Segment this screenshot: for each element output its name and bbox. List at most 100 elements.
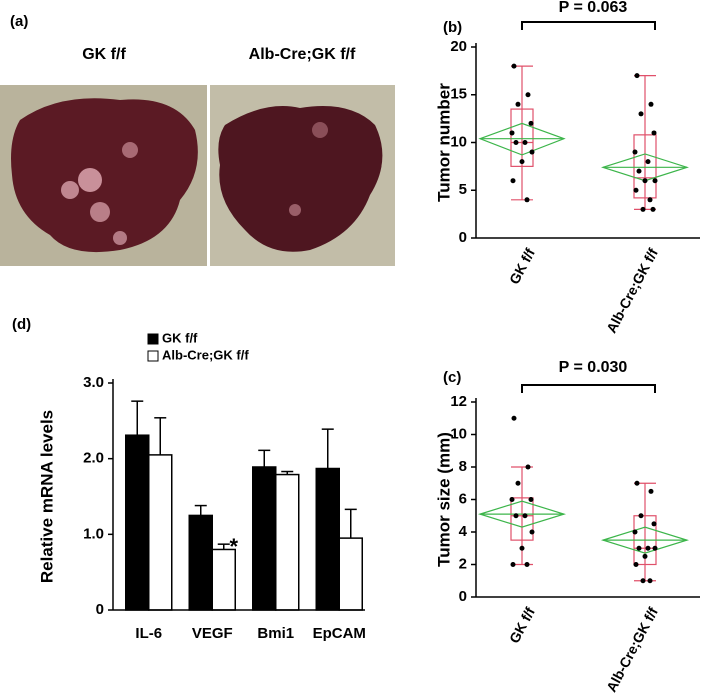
significance-bracket [521, 384, 656, 393]
panel-label: (d) [12, 316, 31, 333]
legend-swatch [147, 350, 159, 362]
data-point [513, 140, 519, 145]
data-point [525, 92, 531, 98]
data-point [529, 149, 535, 155]
data-point [636, 545, 642, 551]
data-point [652, 178, 658, 184]
x-tick-label: Alb-Cre;GK f/f [603, 245, 661, 335]
significance-bracket [521, 21, 656, 30]
y-tick-label: 10 [450, 133, 467, 150]
y-tick-label: 4 [459, 523, 468, 540]
panel-label: (a) [10, 13, 28, 30]
legend-label: GK f/f [162, 330, 198, 345]
box [510, 497, 534, 541]
bar [252, 466, 277, 611]
y-tick-label: 8 [459, 458, 467, 475]
data-point [647, 578, 653, 584]
data-point [515, 480, 521, 486]
y-tick-label: 2 [459, 555, 467, 572]
data-point [528, 120, 534, 126]
data-point [528, 497, 534, 502]
data-point [651, 521, 657, 527]
p-value: P = 0.030 [559, 359, 628, 376]
y-tick-label: 2.0 [83, 450, 104, 467]
data-point [510, 562, 516, 567]
data-point [509, 130, 515, 136]
x-tick-label: Alb-Cre;GK f/f [603, 604, 661, 694]
x-tick-label: Bmi1 [257, 625, 294, 642]
y-tick-label: 10 [450, 425, 467, 442]
data-point [640, 206, 646, 212]
x-tick-label: GK f/f [506, 604, 538, 645]
data-point [522, 513, 528, 519]
data-point [515, 101, 521, 107]
box [510, 108, 534, 167]
data-point [648, 101, 654, 107]
data-point [519, 545, 525, 551]
data-point [519, 159, 525, 165]
data-point [632, 529, 638, 535]
y-tick-label: 0 [459, 229, 467, 246]
data-point [510, 178, 516, 184]
legend-label: Alb-Cre;GK f/f [162, 347, 249, 362]
y-tick-label: 0 [459, 588, 467, 605]
bar [315, 467, 340, 611]
data-point [640, 578, 646, 584]
y-tick-label: 1.0 [83, 525, 104, 542]
box [633, 134, 657, 199]
data-point [636, 168, 642, 174]
bar [275, 473, 300, 611]
y-tick-label: 3.0 [83, 374, 104, 391]
photo-left [0, 85, 207, 266]
photo-right [210, 85, 395, 266]
y-tick-label: 6 [459, 490, 467, 507]
data-point [638, 111, 644, 117]
data-point [529, 529, 535, 535]
data-point [511, 63, 517, 69]
y-tick-label: 15 [450, 86, 467, 103]
x-tick-label: GK f/f [506, 245, 538, 286]
panel-label: (b) [443, 19, 462, 36]
photo-caption: Alb-Cre;GK f/f [249, 46, 356, 63]
data-point [645, 545, 651, 551]
y-axis-title: Relative mRNA levels [37, 410, 56, 583]
y-tick-label: 0 [96, 601, 104, 618]
bar [148, 454, 173, 611]
data-point [648, 488, 654, 494]
legend-swatch [147, 333, 159, 345]
y-axis-title: Tumor size (mm) [434, 432, 453, 567]
x-tick-label: EpCAM [313, 625, 366, 642]
data-point [647, 197, 653, 203]
data-point [642, 553, 648, 559]
y-axis-title: Tumor number [434, 83, 453, 202]
data-point [645, 159, 651, 165]
p-value: P = 0.063 [559, 0, 628, 16]
data-point [634, 480, 640, 486]
data-point [524, 197, 530, 203]
data-point [633, 562, 639, 567]
data-point [524, 562, 530, 567]
bar [338, 537, 363, 611]
x-tick-label: VEGF [192, 625, 233, 642]
bar [125, 434, 150, 611]
y-tick-label: 5 [459, 181, 467, 198]
data-point [525, 464, 531, 470]
photo-caption: GK f/f [82, 46, 126, 63]
data-point [652, 545, 658, 551]
x-tick-label: IL-6 [135, 625, 162, 642]
data-point [651, 130, 657, 136]
data-point [634, 73, 640, 79]
data-point [638, 513, 644, 519]
data-point [511, 415, 517, 421]
data-point [513, 513, 519, 519]
data-point [509, 497, 515, 502]
data-point [632, 149, 638, 155]
data-point [633, 187, 639, 193]
y-tick-label: 20 [450, 38, 467, 55]
y-tick-label: 12 [450, 393, 467, 410]
bar [188, 514, 213, 611]
data-point [642, 178, 648, 184]
significance-mark: * [229, 534, 238, 559]
data-point [650, 206, 656, 212]
